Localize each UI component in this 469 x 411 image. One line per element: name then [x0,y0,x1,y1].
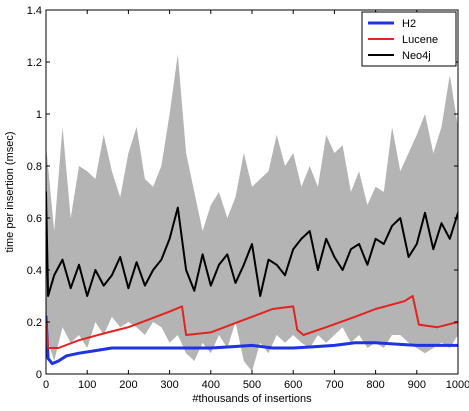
legend: H2 Lucene Neo4j [361,11,457,67]
series-line-lucene [46,295,458,349]
x-tick-label: 500 [243,379,261,391]
y-ticks: 0 0.2 0.4 0.6 0.8 1 1.2 1.4 [27,5,458,381]
y-tick-label: 0.4 [27,265,42,277]
y-tick-label: 0 [36,369,42,381]
x-ticks: 0 100 200 300 400 500 600 700 800 900 1000 [43,10,469,391]
legend-label-neo4j: Neo4j [402,50,431,62]
x-tick-label: 800 [366,379,384,391]
series-line-h2 [46,315,458,366]
y-tick-label: 1 [36,109,42,121]
y-tick-label: 0.6 [27,213,42,225]
y-axis-label: time per insertion (msec) [4,131,16,252]
x-tick-label: 0 [43,379,49,391]
x-tick-label: 900 [408,379,426,391]
legend-label-h2: H2 [402,18,416,30]
series-lines [46,191,458,366]
variance-band-area [46,54,458,372]
x-tick-label: 200 [119,379,137,391]
x-axis-label: #thousands of insertions [192,393,312,405]
x-tick-label: 1000 [446,379,469,391]
y-tick-label: 0.8 [27,161,42,173]
y-tick-label: 0.2 [27,317,42,329]
x-tick-label: 300 [160,379,178,391]
series-line-neo4j [46,191,458,297]
legend-label-lucene: Lucene [402,34,438,46]
y-tick-label: 1.2 [27,57,42,69]
x-tick-label: 600 [284,379,302,391]
x-tick-label: 100 [78,379,96,391]
x-tick-label: 400 [202,379,220,391]
y-tick-label: 1.4 [27,5,42,17]
variance-band [46,54,458,372]
x-tick-label: 700 [325,379,343,391]
